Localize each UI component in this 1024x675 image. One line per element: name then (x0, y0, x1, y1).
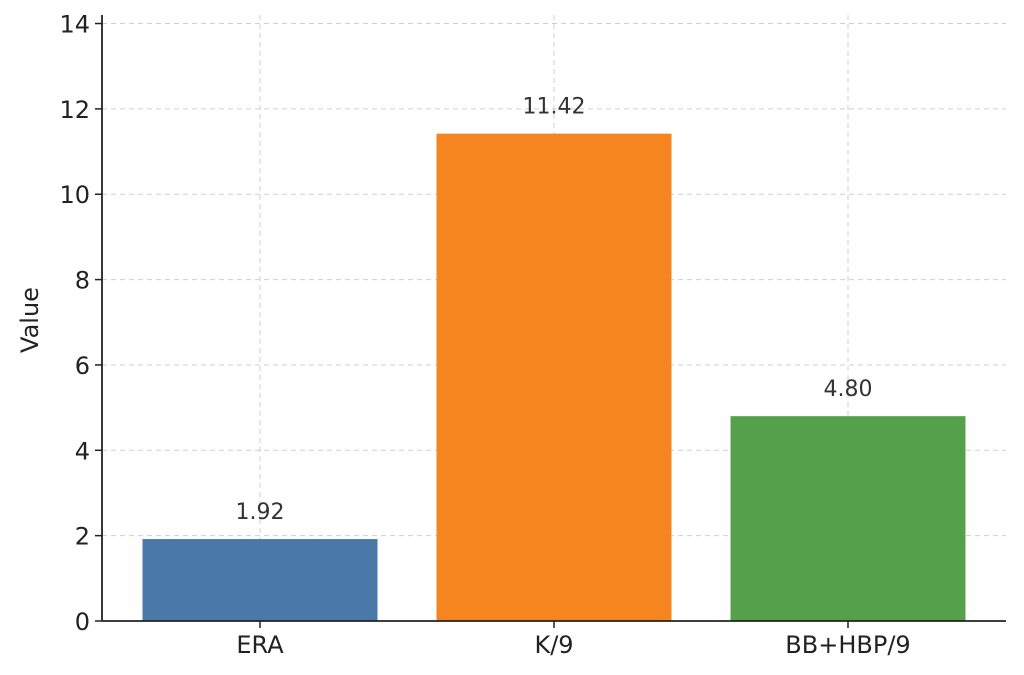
y-axis-title: Value (16, 287, 44, 353)
y-tick-label: 0 (75, 608, 90, 636)
x-tick-label: K/9 (534, 631, 573, 659)
y-tick-label: 8 (75, 267, 90, 295)
label-layer: 0 2 4 6 8 10 12 14 1.92 ERA 11.42 K/9 4.80 BB+HBP/9 (59, 11, 910, 659)
y-tick-label: 6 (75, 352, 90, 380)
axis-layer (95, 15, 1006, 628)
y-tick-label: 2 (75, 523, 90, 551)
bar-value-label: 4.80 (824, 377, 873, 402)
bar-bb-hbp-9 (730, 416, 966, 621)
y-tick-label: 4 (75, 437, 90, 465)
bar-k-9 (436, 133, 672, 621)
bar-layer (142, 133, 966, 621)
x-tick-label: ERA (236, 631, 284, 659)
bar-value-label: 1.92 (236, 500, 285, 525)
y-tick-label: 10 (59, 181, 90, 209)
bar-era (142, 539, 378, 621)
y-tick-label: 14 (59, 11, 90, 39)
bar-value-label: 11.42 (523, 95, 586, 120)
x-tick-label: BB+HBP/9 (785, 631, 910, 659)
y-tick-label: 12 (59, 96, 90, 124)
